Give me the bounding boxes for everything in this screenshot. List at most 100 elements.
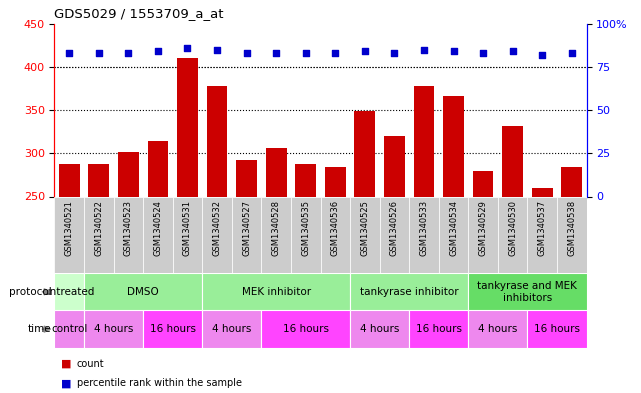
Bar <box>84 273 203 310</box>
Bar <box>320 196 350 273</box>
Bar <box>528 196 557 273</box>
Text: GSM1340524: GSM1340524 <box>153 200 162 256</box>
Text: GSM1340521: GSM1340521 <box>65 200 74 256</box>
Bar <box>409 310 469 348</box>
Text: GSM1340525: GSM1340525 <box>360 200 369 256</box>
Text: 16 hours: 16 hours <box>283 324 329 334</box>
Bar <box>177 58 198 393</box>
Text: MEK inhibitor: MEK inhibitor <box>242 287 311 297</box>
Text: count: count <box>77 358 104 369</box>
Text: GSM1340531: GSM1340531 <box>183 200 192 256</box>
Point <box>242 50 252 56</box>
Bar <box>88 163 109 393</box>
Point <box>64 50 74 56</box>
Text: GSM1340536: GSM1340536 <box>331 200 340 257</box>
Point <box>567 50 577 56</box>
Point <box>508 48 518 54</box>
Bar <box>384 136 404 393</box>
Point <box>537 51 547 58</box>
Bar <box>296 163 316 393</box>
Text: GSM1340529: GSM1340529 <box>479 200 488 256</box>
Bar <box>118 152 138 393</box>
Bar <box>532 188 553 393</box>
Bar <box>143 310 203 348</box>
Point <box>448 48 458 54</box>
Point <box>301 50 311 56</box>
Text: DMSO: DMSO <box>128 287 159 297</box>
Point <box>360 48 370 54</box>
Text: tankyrase and MEK
inhibitors: tankyrase and MEK inhibitors <box>478 281 578 303</box>
Text: 16 hours: 16 hours <box>534 324 580 334</box>
Text: GSM1340533: GSM1340533 <box>419 200 428 257</box>
Text: GDS5029 / 1553709_a_at: GDS5029 / 1553709_a_at <box>54 7 224 20</box>
Text: GSM1340527: GSM1340527 <box>242 200 251 256</box>
Bar <box>143 196 172 273</box>
Text: ■: ■ <box>61 378 71 388</box>
Bar <box>562 167 582 393</box>
Text: 4 hours: 4 hours <box>212 324 251 334</box>
Point <box>123 50 133 56</box>
Point <box>389 50 399 56</box>
Bar <box>409 196 438 273</box>
Point <box>212 46 222 53</box>
Text: GSM1340530: GSM1340530 <box>508 200 517 256</box>
Bar <box>262 196 291 273</box>
Point <box>330 50 340 56</box>
Bar <box>413 86 435 393</box>
Text: 16 hours: 16 hours <box>150 324 196 334</box>
Text: 4 hours: 4 hours <box>94 324 133 334</box>
Bar <box>472 171 494 393</box>
Bar <box>557 196 587 273</box>
Bar <box>54 196 84 273</box>
Bar <box>503 126 523 393</box>
Text: GSM1340532: GSM1340532 <box>213 200 222 256</box>
Bar <box>54 273 84 310</box>
Bar <box>54 310 84 348</box>
Bar <box>498 196 528 273</box>
Bar <box>354 111 375 393</box>
Bar <box>172 196 203 273</box>
Point <box>94 50 104 56</box>
Text: GSM1340526: GSM1340526 <box>390 200 399 256</box>
Point <box>478 50 488 56</box>
Bar <box>291 196 320 273</box>
Bar <box>59 163 79 393</box>
Bar <box>237 160 257 393</box>
Point <box>271 50 281 56</box>
Point <box>183 45 193 51</box>
Text: untreated: untreated <box>44 287 95 297</box>
Text: GSM1340537: GSM1340537 <box>538 200 547 257</box>
Text: tankyrase inhibitor: tankyrase inhibitor <box>360 287 458 297</box>
Bar <box>262 310 350 348</box>
Text: 16 hours: 16 hours <box>416 324 462 334</box>
Bar <box>350 310 409 348</box>
Text: control: control <box>51 324 87 334</box>
Bar <box>350 273 469 310</box>
Text: GSM1340523: GSM1340523 <box>124 200 133 256</box>
Text: time: time <box>28 324 51 334</box>
Text: protocol: protocol <box>8 287 51 297</box>
Text: GSM1340528: GSM1340528 <box>272 200 281 256</box>
Bar <box>325 167 345 393</box>
Text: GSM1340538: GSM1340538 <box>567 200 576 257</box>
Bar <box>469 273 587 310</box>
Bar <box>528 310 587 348</box>
Bar <box>203 310 262 348</box>
Text: GSM1340534: GSM1340534 <box>449 200 458 256</box>
Bar <box>203 273 350 310</box>
Bar <box>84 310 143 348</box>
Text: percentile rank within the sample: percentile rank within the sample <box>77 378 242 388</box>
Bar <box>469 196 498 273</box>
Text: ■: ■ <box>61 358 71 369</box>
Bar <box>438 196 469 273</box>
Bar <box>469 310 528 348</box>
Bar <box>266 148 287 393</box>
Bar <box>232 196 262 273</box>
Bar <box>147 141 169 393</box>
Point <box>153 48 163 54</box>
Text: 4 hours: 4 hours <box>360 324 399 334</box>
Text: GSM1340535: GSM1340535 <box>301 200 310 256</box>
Text: 4 hours: 4 hours <box>478 324 517 334</box>
Bar <box>379 196 409 273</box>
Bar <box>443 96 464 393</box>
